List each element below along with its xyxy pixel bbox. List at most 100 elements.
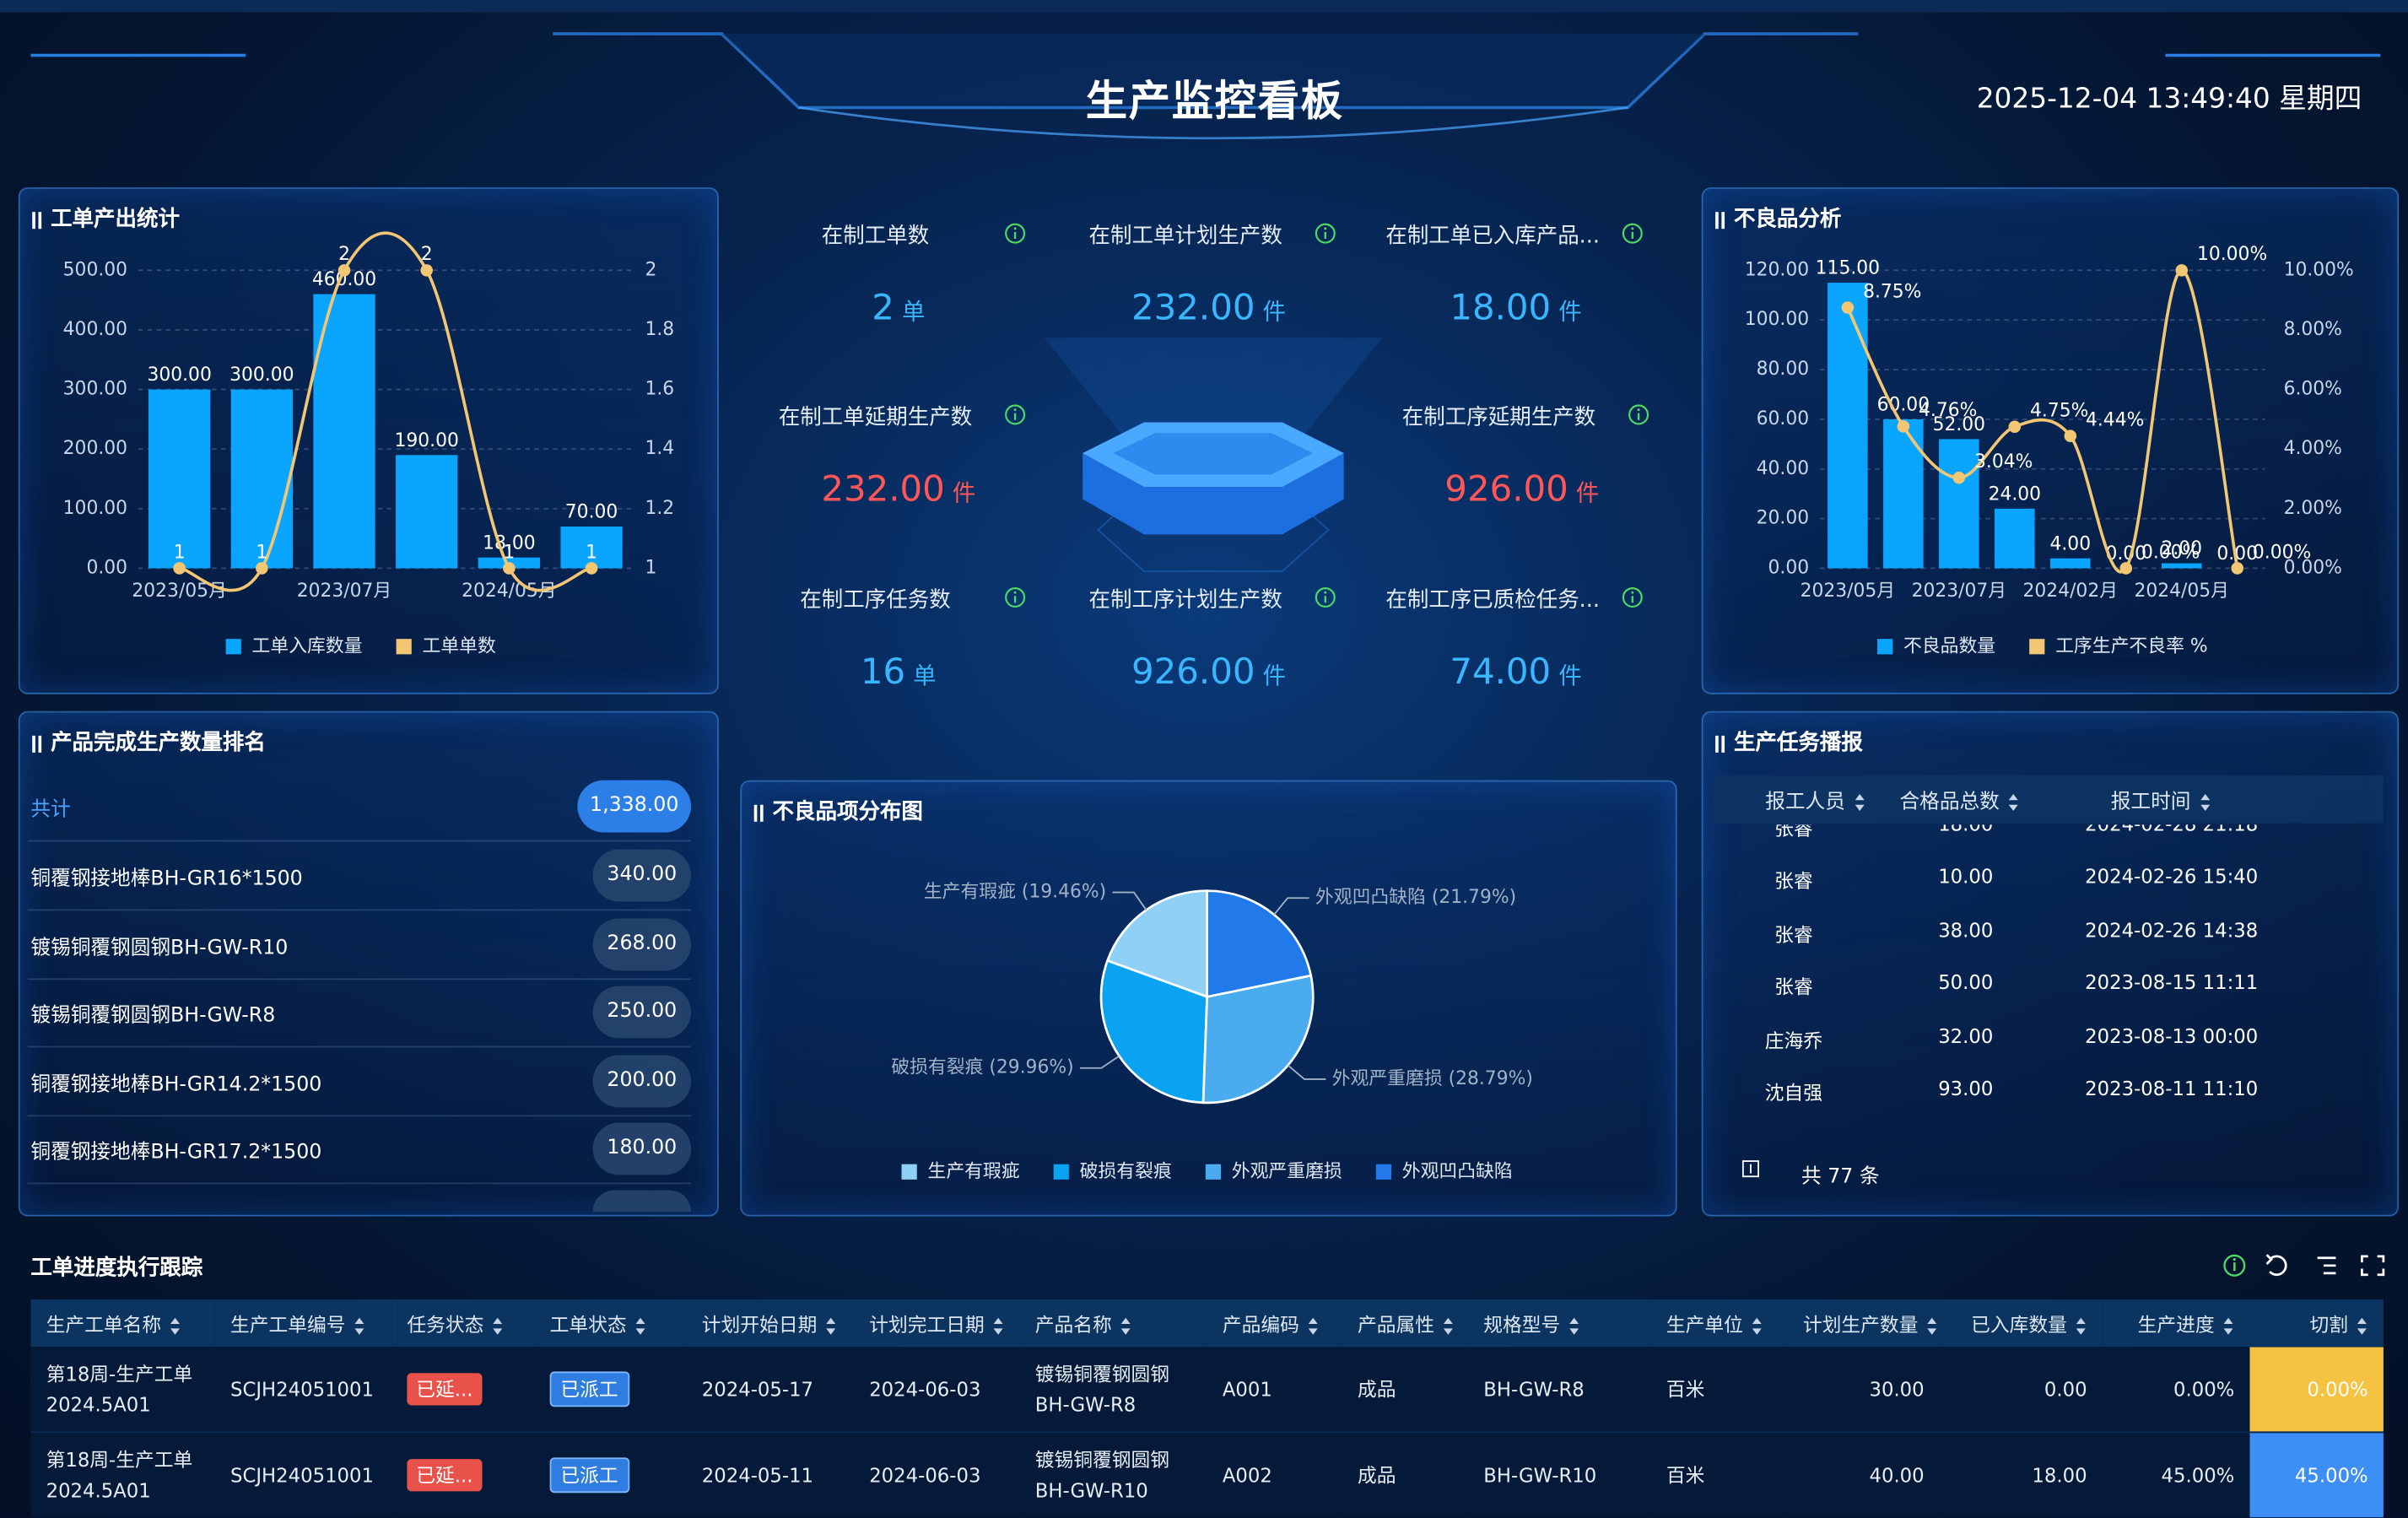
x-tick-label: 2023/05月 <box>132 581 227 602</box>
table-cell: 已延... <box>391 1432 535 1518</box>
ranking-divider <box>27 840 692 842</box>
legend-swatch <box>1205 1164 1222 1180</box>
line-point <box>1897 420 1910 433</box>
datetime: 2025-12-04 13:49:40 星期四 <box>1976 83 2362 116</box>
cell-text: 镀锡铜覆钢圆钢BH-GW-R10 <box>1034 1447 1170 1502</box>
bar-value-label: 52.00 <box>1933 414 1986 435</box>
legend: 不良品数量 工序生产不良率 % <box>1877 635 2208 656</box>
sort-icon <box>2357 1317 2368 1335</box>
table-header-cell: 切割 <box>2249 1299 2384 1348</box>
line-value-label: 1 <box>586 542 597 563</box>
line-value-label: 0.00% <box>2141 542 2200 563</box>
sort-icon <box>170 1317 181 1335</box>
pie-leader <box>1273 897 1309 916</box>
table-cell: 已派工 <box>534 1432 687 1518</box>
line-value-label: 8.75% <box>1863 281 1921 302</box>
cell-text: BH-GW-R10 <box>1483 1462 1597 1486</box>
line-value-label: 2 <box>421 244 433 265</box>
info-icon[interactable] <box>1313 585 1337 609</box>
table-cell: 百米 <box>1650 1432 1788 1518</box>
ranking-divider <box>27 1045 692 1048</box>
table-wrap: 生产工单名称 生产工单编号 任务状态 工单状态 计划开始日期 计划完工日期 产品名称 产品编码… <box>30 1299 2384 1518</box>
reports-total: 共 77 条 <box>1801 1165 1880 1189</box>
table-cell: 2024-06-03 <box>854 1432 1020 1518</box>
kpi-label: 在制工序已质检任务... <box>1385 588 1601 613</box>
ranking-divider <box>27 977 692 980</box>
header-decor <box>0 0 2408 140</box>
info-icon[interactable] <box>1003 221 1028 246</box>
y-tick-label: 200.00 <box>63 438 127 459</box>
x-tick-label: 2023/05月 <box>1801 581 1896 602</box>
bar <box>560 527 623 569</box>
sort-icon <box>1752 1317 1763 1335</box>
column-label: 计划开始日期 <box>701 1313 818 1337</box>
info-icon[interactable] <box>1620 221 1644 246</box>
kpi-unit: 件 <box>1558 298 1582 326</box>
y2-tick-label: 1.8 <box>645 319 674 340</box>
table-cell: SCJH24051001 <box>214 1347 392 1434</box>
kpi-label: 在制工序延期生产数 <box>1401 405 1596 430</box>
y-tick-label: 500.00 <box>63 259 127 280</box>
table-toolbar[interactable] <box>2219 1251 2388 1281</box>
table-header-cell: 工单状态 <box>534 1299 687 1348</box>
pie-slice <box>1099 959 1209 1105</box>
table-cell: 45.00% <box>2102 1432 2250 1518</box>
table-cell: 成品 <box>1342 1432 1469 1518</box>
legend-swatch <box>1877 639 1893 655</box>
bar <box>396 455 458 569</box>
sort-icon <box>493 1317 504 1335</box>
legend-swatch <box>225 639 241 655</box>
y-tick-label: 0.00 <box>1768 557 1810 578</box>
bar <box>1828 283 1868 569</box>
reports-column-header: 报工人员 <box>1708 785 1923 814</box>
y2-tick-label: 1.6 <box>645 379 674 400</box>
line-point <box>2231 562 2244 575</box>
status-badge: 已延... <box>407 1373 483 1406</box>
info-icon[interactable] <box>1313 221 1337 246</box>
legend-swatch <box>1053 1164 1069 1180</box>
pie-leader <box>1287 1064 1326 1080</box>
column-label: 产品编码 <box>1222 1313 1299 1337</box>
y2-tick-label: 2 <box>645 259 656 280</box>
table-header-cell: 已入库数量 <box>1939 1299 2103 1348</box>
line-point <box>2064 429 2077 442</box>
legend-swatch <box>1375 1164 1392 1180</box>
kpi-value: 16 单 <box>721 653 1075 693</box>
info-icon[interactable] <box>1620 585 1644 609</box>
y-tick-label: 0.00 <box>86 557 127 578</box>
kpi-number: 2 <box>872 289 894 329</box>
reports-cell: 张睿 <box>1774 922 1813 946</box>
line-point <box>2175 264 2189 277</box>
kpi-number: 926.00 <box>1131 652 1255 693</box>
ranking-name: 镀锡铜覆钢圆钢BH-GW-R10 <box>30 936 289 959</box>
bar-value-label: 70.00 <box>565 502 618 523</box>
info-icon[interactable] <box>1003 585 1028 609</box>
reports-cell: 10.00 <box>1938 865 1994 889</box>
pie-slice <box>1206 889 1313 998</box>
column-label: 合格品总数 <box>1899 791 2000 814</box>
bar <box>2162 563 2202 569</box>
legend-label: 破损有裂痕 <box>1080 1161 1172 1182</box>
sort-icon <box>1927 1317 1938 1335</box>
ranking-divider <box>27 909 692 911</box>
line-point <box>1841 301 1855 314</box>
table-cell: 镀锡铜覆钢圆钢BH-GW-R10 <box>1019 1432 1207 1518</box>
table-cell: 第18周-生产工单2024.5A01 <box>30 1347 215 1434</box>
column-label: 工单状态 <box>549 1313 627 1337</box>
reports-cell: 2023-08-13 00:00 <box>2085 1024 2259 1047</box>
cell-text: 40.00 <box>1869 1462 1925 1486</box>
sort-icon <box>635 1317 647 1335</box>
table-header-cell: 产品编码 <box>1207 1299 1342 1348</box>
info-icon[interactable] <box>1627 402 1651 427</box>
bar-value-label: 4.00 <box>2049 533 2091 554</box>
page-icon[interactable] <box>1741 1159 1760 1178</box>
bar-value-label: 190.00 <box>395 430 459 451</box>
kpi-label: 在制工序计划生产数 <box>1088 588 1282 613</box>
table-cell: 已派工 <box>534 1347 687 1434</box>
info-icon[interactable] <box>1003 402 1028 427</box>
reports-cell: 2023-08-15 11:11 <box>2085 970 2259 994</box>
table-cell: 百米 <box>1650 1347 1788 1434</box>
sort-icon <box>354 1317 365 1335</box>
